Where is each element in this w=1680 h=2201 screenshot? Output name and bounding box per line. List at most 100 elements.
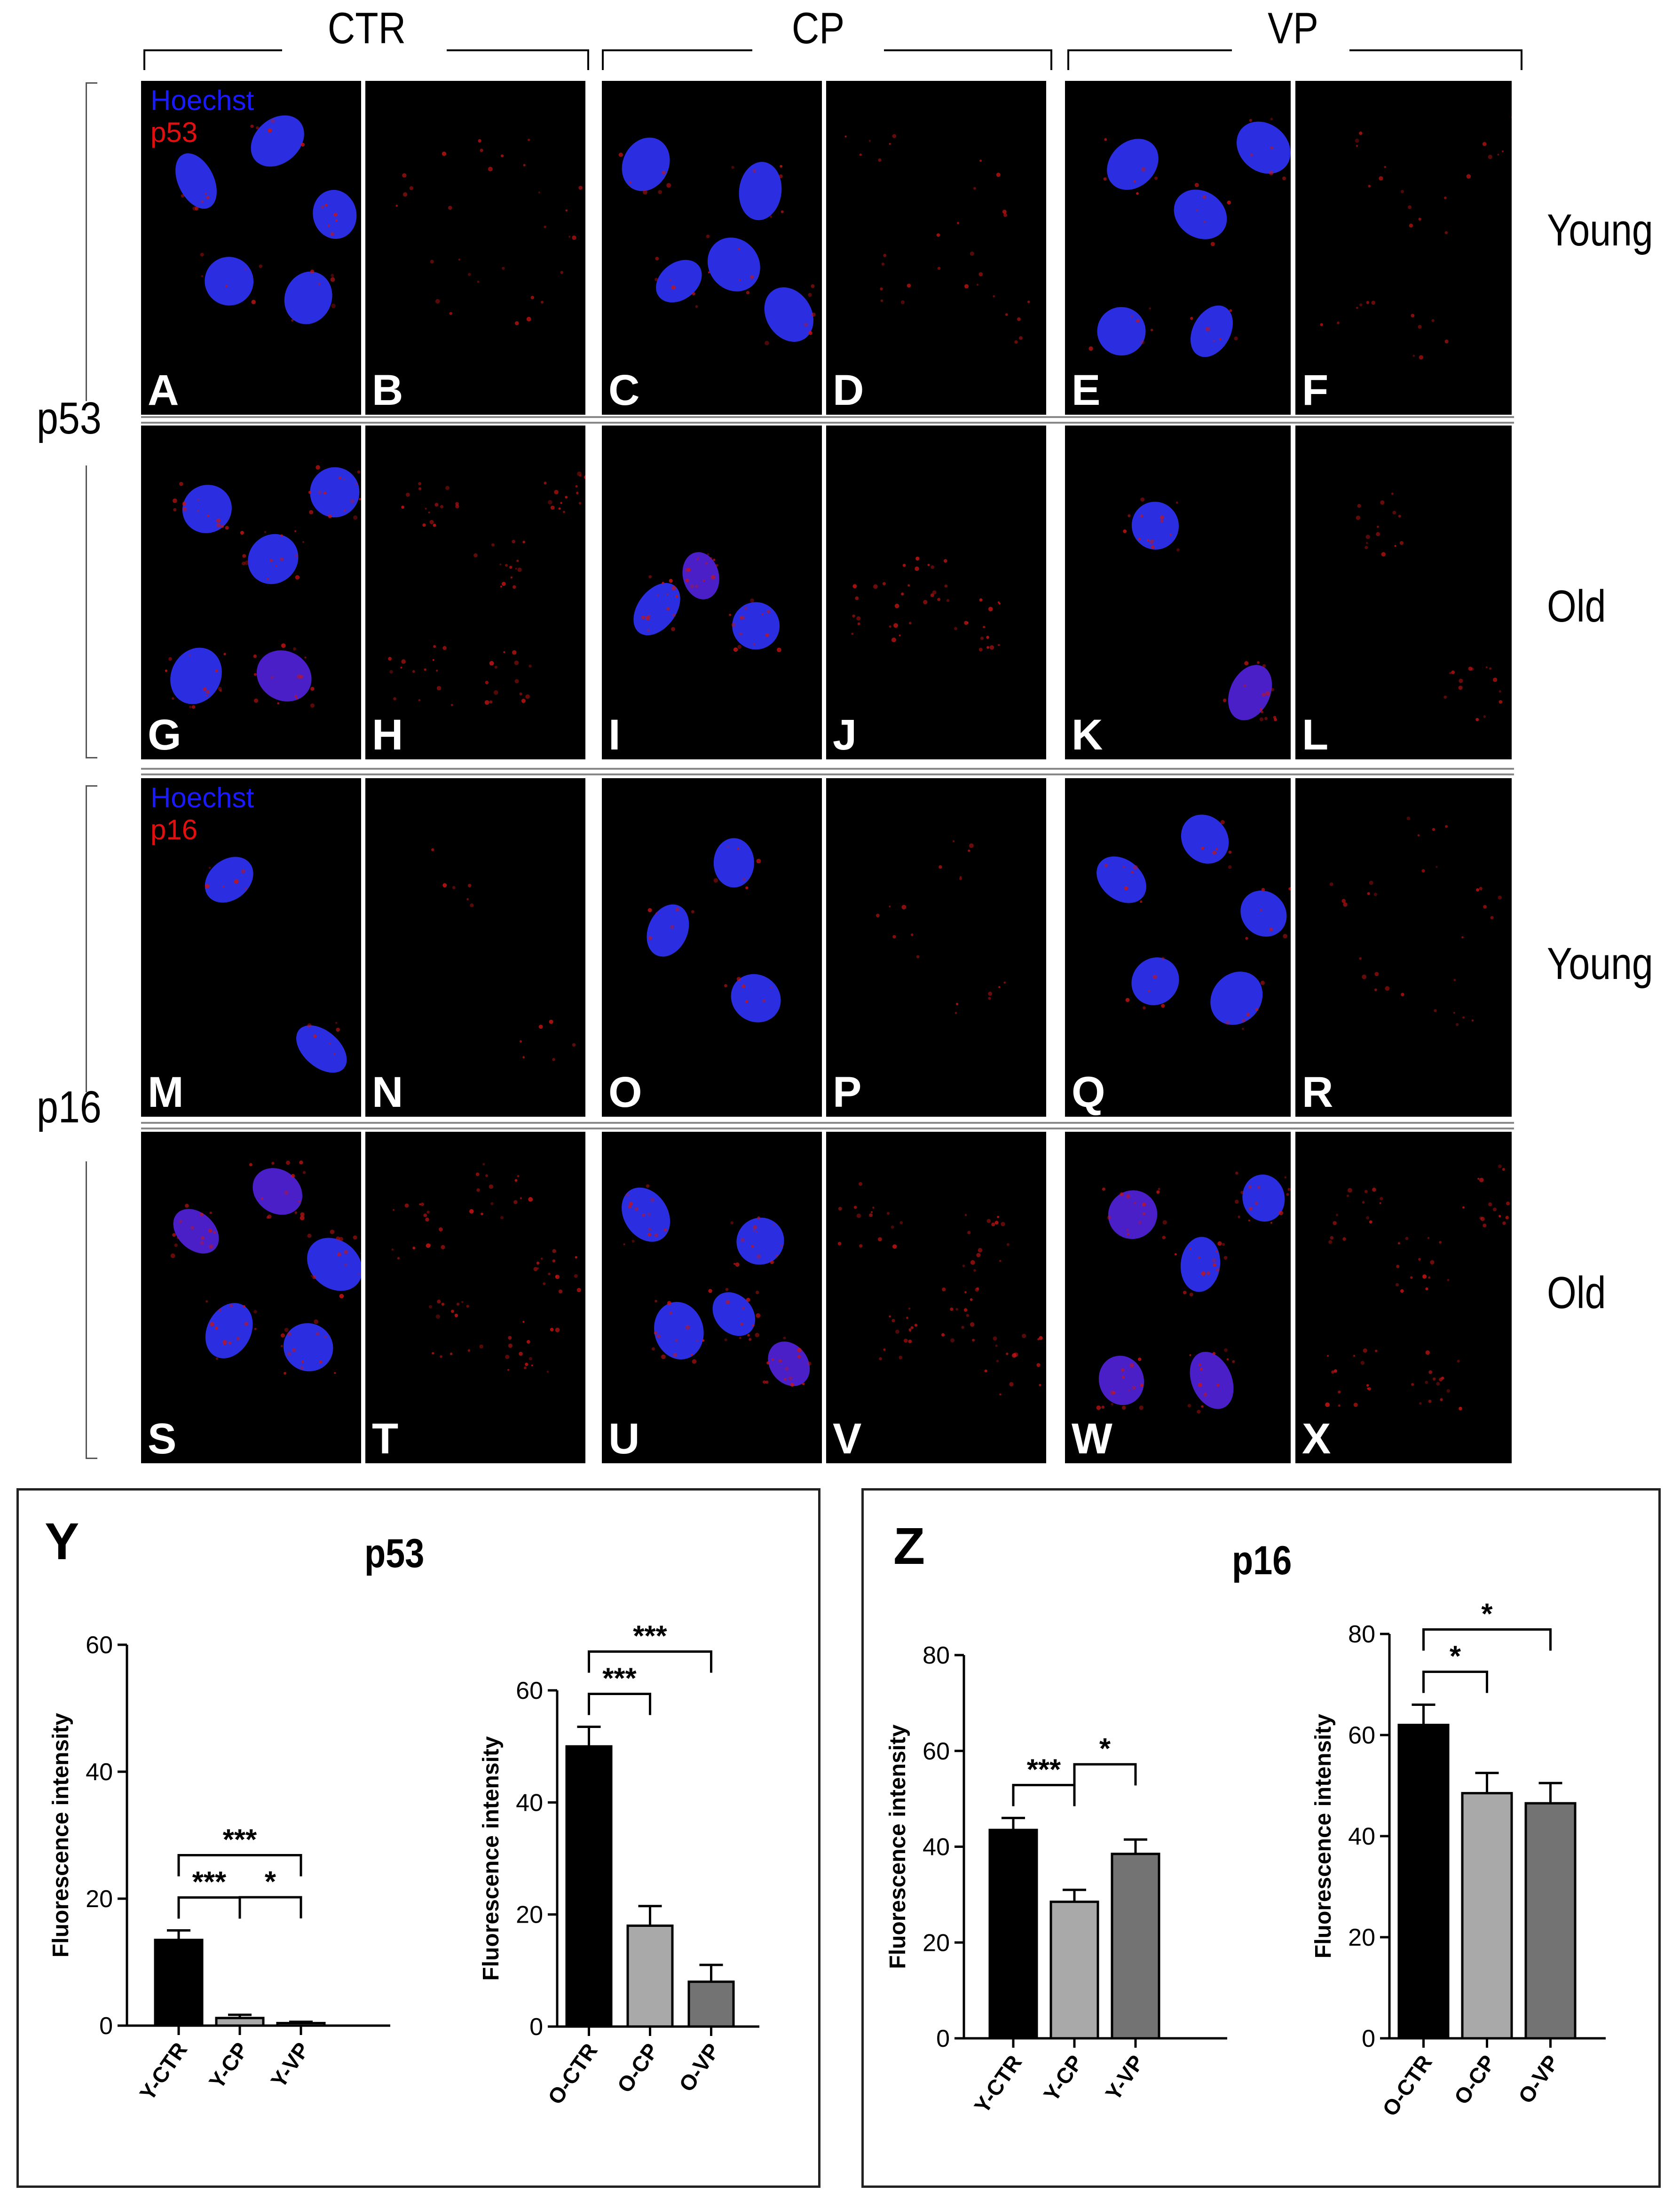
signal-dot <box>1152 539 1155 541</box>
signal-dot <box>765 340 769 346</box>
signal-dot <box>300 675 303 678</box>
signal-dot <box>550 505 555 510</box>
signal-dot <box>783 1336 786 1340</box>
signal-dot <box>1257 661 1260 664</box>
signal-dot <box>355 483 358 486</box>
nucleus <box>256 650 312 702</box>
signal-dot <box>661 1354 666 1359</box>
signal-dot <box>955 1308 958 1311</box>
signal-dot <box>1363 1348 1367 1353</box>
signal-dot <box>1274 718 1278 721</box>
signal-dot <box>519 692 522 696</box>
signal-dot <box>1428 1276 1431 1279</box>
signal-dot <box>281 1345 283 1348</box>
signal-dot <box>1183 1291 1187 1294</box>
nucleus <box>1240 890 1287 937</box>
signal-dot <box>429 1305 432 1309</box>
micrograph-panel: W <box>1065 1132 1291 1463</box>
signal-dot <box>250 124 254 128</box>
signal-dot <box>1039 1336 1043 1340</box>
signal-dot <box>645 615 650 621</box>
signal-dot <box>892 134 897 138</box>
signal-dot <box>452 886 456 890</box>
signal-dot <box>859 1244 863 1248</box>
signal-dot <box>324 204 328 207</box>
nucleus <box>713 838 754 888</box>
signal-dot <box>1483 905 1487 909</box>
signal-dot <box>950 1338 955 1343</box>
signal-dot <box>442 646 447 650</box>
micrograph-panel: Q <box>1065 778 1291 1117</box>
signal-dot <box>476 1188 480 1192</box>
signal-dot <box>993 1336 997 1341</box>
signal-dot <box>618 152 623 157</box>
signal-dot <box>1159 515 1164 520</box>
signal-dot <box>983 625 986 629</box>
signal-dot <box>744 607 748 610</box>
header-gap <box>752 9 884 66</box>
signal-dot <box>524 1366 527 1369</box>
nucleus <box>1107 139 1159 190</box>
signal-dot <box>1175 501 1178 504</box>
signal-dot <box>519 1040 522 1043</box>
signal-dot <box>502 267 505 270</box>
signal-dot <box>1375 1349 1378 1352</box>
signal-dot <box>761 613 764 615</box>
signal-dot <box>1212 851 1217 855</box>
signal-dot <box>1201 1271 1206 1276</box>
signal-dot <box>1418 325 1422 329</box>
signal-dot <box>170 1253 175 1258</box>
signal-dot <box>467 1349 471 1352</box>
signal-dot <box>1219 338 1222 340</box>
signal-dot <box>420 1202 425 1206</box>
signal-dot <box>878 1237 882 1242</box>
signal-dot <box>291 1174 295 1178</box>
signal-dot <box>999 1260 1002 1262</box>
signal-dot <box>1379 176 1383 181</box>
signal-dot <box>1143 1006 1146 1010</box>
signal-dot <box>1333 1369 1337 1373</box>
micrograph-cells <box>622 1184 812 1387</box>
signal-dot <box>1003 213 1008 217</box>
signal-dot <box>264 531 267 533</box>
signal-dot <box>1499 690 1501 693</box>
micrograph-panel: K <box>1065 426 1291 759</box>
signal-dot <box>1502 1221 1506 1225</box>
micrograph-panel: C <box>602 81 822 415</box>
signal-dot <box>1006 1243 1010 1246</box>
signal-dot <box>1425 1350 1430 1355</box>
signal-dot <box>669 279 672 282</box>
signal-dot <box>1468 666 1473 671</box>
signal-dot <box>450 1352 453 1356</box>
signal-dot <box>1205 326 1210 331</box>
signal-dot <box>1425 1287 1428 1291</box>
signal-dot <box>558 1289 563 1294</box>
signal-dot <box>979 159 982 162</box>
signal-dot <box>425 507 427 510</box>
signal-dot <box>1320 323 1323 326</box>
signal-dot <box>856 616 861 621</box>
signal-dot <box>1269 171 1274 175</box>
signal-dot <box>1419 355 1424 360</box>
signal-dot <box>756 1313 761 1318</box>
signal-dot <box>765 633 769 637</box>
signal-dot <box>550 1327 554 1332</box>
signal-dot <box>1475 718 1479 721</box>
signal-dot <box>533 1267 538 1271</box>
signal-dot <box>1121 1368 1125 1372</box>
signal-dot <box>916 955 920 959</box>
nucleus <box>1096 856 1146 903</box>
signal-dot <box>737 645 741 649</box>
signal-dot <box>271 1161 275 1165</box>
signal-dot <box>1444 339 1449 344</box>
signal-dot <box>1485 666 1488 669</box>
signal-dot <box>291 319 294 322</box>
signal-dot <box>344 1263 347 1267</box>
channel-label-hoechst: Hoechst <box>150 85 254 116</box>
signal-dot <box>433 645 436 648</box>
signal-dot <box>1228 850 1232 854</box>
signal-dot <box>572 235 576 240</box>
micrograph-cells <box>1320 116 1512 360</box>
signal-dot <box>397 1257 400 1260</box>
signal-dot <box>576 491 579 495</box>
